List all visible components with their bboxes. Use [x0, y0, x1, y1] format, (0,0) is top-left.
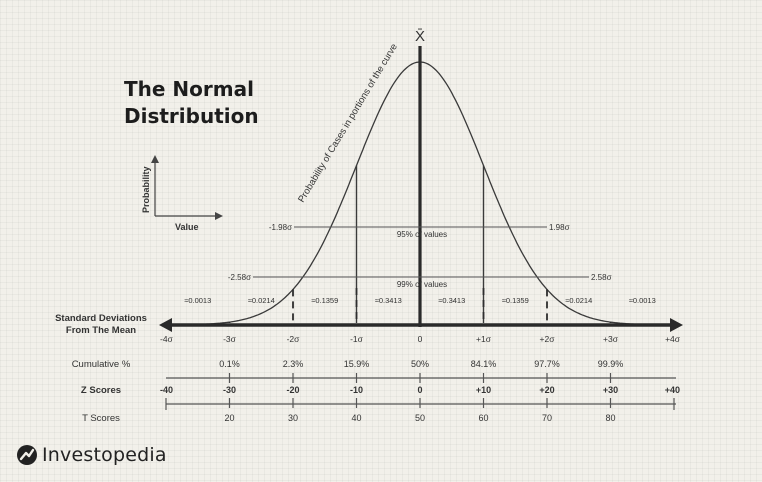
probability-axis-label: Probability: [141, 166, 151, 213]
mean-symbol: X̄: [415, 28, 425, 45]
segment-probability: ≈0.0013: [184, 296, 211, 305]
std-dev-axis-right-arrow: [670, 318, 683, 332]
z-score-value: -20: [286, 385, 299, 395]
t-score-value: 60: [478, 413, 488, 423]
std-dev-tick-label: +1σ: [476, 334, 492, 344]
title-line2: Distribution: [124, 104, 259, 128]
z-score-value: +30: [603, 385, 618, 395]
page-title: The Normal Distribution: [124, 76, 259, 130]
segment-probability: ≈0.0214: [248, 296, 275, 305]
std-dev-tick-labels: -4σ -3σ -2σ -1σ 0 +1σ +2σ +3σ +4σ: [160, 334, 681, 344]
cumulative-label: Cumulative %: [72, 359, 131, 370]
segment-probability: ≈0.0013: [629, 296, 656, 305]
z-score-values: -40 -30 -20 -10 0 +10 +20 +30 +40: [160, 385, 680, 395]
t-score-value: 80: [605, 413, 615, 423]
ninety-nine-left-label: -2.58σ: [228, 273, 251, 282]
value-axis-label: Value: [175, 222, 199, 232]
investopedia-logo-icon: [17, 445, 37, 465]
t-score-value: 70: [542, 413, 552, 423]
segment-probability: ≈0.1359: [502, 296, 529, 305]
std-dev-tick-label: +4σ: [665, 334, 681, 344]
std-dev-label-line1: Standard Deviations: [55, 313, 147, 324]
cumulative-value: 15.9%: [344, 359, 370, 369]
z-score-value: -30: [223, 385, 236, 395]
std-dev-tick-label: +2σ: [540, 334, 556, 344]
t-scores-label: T Scores: [82, 413, 120, 424]
cumulative-values: 0.1% 2.3% 15.9% 50% 84.1% 97.7% 99.9%: [219, 359, 623, 383]
sigma-guide-lines: [355, 165, 485, 323]
t-score-values: 20 30 40 50 60 70 80: [224, 413, 615, 423]
z-score-ticks: [165, 398, 675, 410]
title-line1: The Normal: [124, 77, 254, 101]
t-score-value: 20: [224, 413, 234, 423]
segment-probability: ≈0.3413: [438, 296, 465, 305]
z-score-value: +20: [539, 385, 554, 395]
curve-caption: Probability of Cases in portions of the …: [296, 42, 400, 205]
std-dev-tick-label: 0: [418, 334, 423, 344]
segment-probability: ≈0.0214: [565, 296, 592, 305]
ninety-nine-center-label: 99% of values: [397, 280, 447, 289]
t-score-value: 50: [415, 413, 425, 423]
sigma-dashed-lines: [228, 288, 612, 323]
cumulative-value: 2.3%: [283, 359, 304, 369]
std-dev-label-line2: From The Mean: [66, 325, 136, 336]
z-score-value: +10: [476, 385, 491, 395]
z-score-value: 0: [417, 385, 422, 395]
segment-probability: ≈0.3413: [375, 296, 402, 305]
std-dev-tick-label: -4σ: [160, 334, 174, 344]
std-dev-tick-label: -3σ: [223, 334, 237, 344]
t-score-value: 40: [351, 413, 361, 423]
cumulative-value: 84.1%: [471, 359, 497, 369]
brand-name: Investopedia: [42, 444, 167, 466]
cumulative-value: 0.1%: [219, 359, 240, 369]
std-dev-tick-label: +3σ: [603, 334, 619, 344]
ninety-five-left-label: -1.98σ: [269, 223, 292, 232]
cumulative-value: 50%: [411, 359, 429, 369]
ninety-five-right-label: 1.98σ: [549, 223, 570, 232]
std-dev-tick-label: -1σ: [350, 334, 364, 344]
std-dev-axis-left-arrow: [159, 318, 172, 332]
segment-probabilities: ≈0.0013 ≈0.0214 ≈0.1359 ≈0.3413 ≈0.3413 ≈0.13…: [184, 296, 656, 305]
cumulative-value: 99.9%: [598, 359, 624, 369]
ninety-nine-right-label: 2.58σ: [591, 273, 612, 282]
segment-probability: ≈0.1359: [311, 296, 338, 305]
z-score-value: -40: [160, 385, 173, 395]
brand: Investopedia: [16, 444, 167, 466]
ninety-five-center-label: 95% of values: [397, 230, 447, 239]
z-score-value: +40: [665, 385, 680, 395]
z-score-value: -10: [350, 385, 363, 395]
z-scores-label: Z Scores: [81, 385, 121, 396]
cumulative-value: 97.7%: [534, 359, 560, 369]
probability-value-axes: Probability Value: [141, 155, 223, 232]
std-dev-tick-label: -2σ: [287, 334, 301, 344]
t-score-value: 30: [288, 413, 298, 423]
